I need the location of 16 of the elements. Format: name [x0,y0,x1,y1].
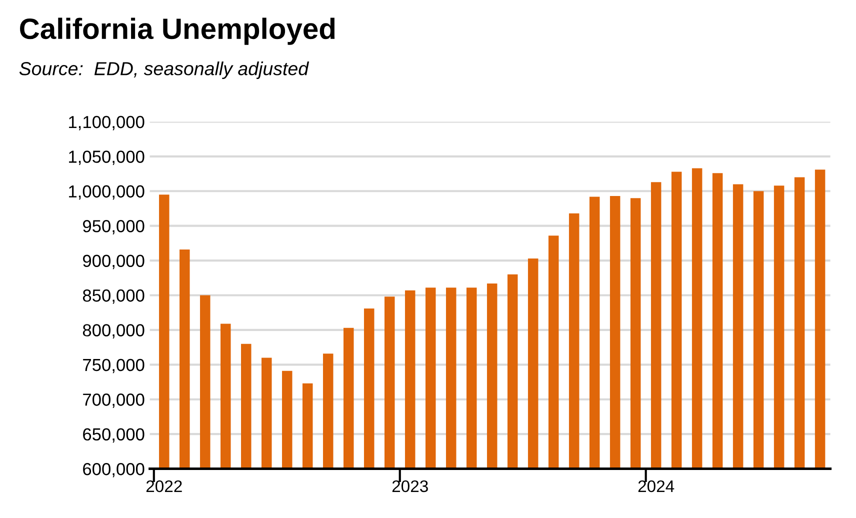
y-tick-label: 600,000 [83,462,144,478]
chart-subtitle: Source: EDD, seasonally adjusted [19,62,310,79]
x-tick-label: 2024 [638,480,674,492]
y-tick-label: 900,000 [83,254,144,270]
y-tick-label: 650,000 [83,428,144,443]
y-tick-label: 1,050,000 [69,150,144,165]
y-tick-label: 1,100,000 [69,116,144,130]
y-tick-label: 700,000 [83,394,144,408]
x-tick-label: 2022 [146,480,182,492]
y-tick-label: 750,000 [83,358,144,374]
y-tick-label: 800,000 [82,324,144,338]
y-tick-label: 850,000 [82,289,144,304]
x-tick-label: 2023 [392,480,428,492]
y-tick-label: 950,000 [83,220,144,234]
chart-title: California Unemployed [20,18,335,45]
y-tick-label: 1,000,000 [69,185,144,200]
